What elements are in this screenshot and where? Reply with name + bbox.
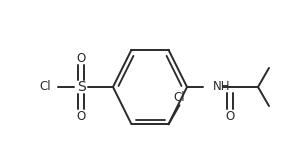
Text: S: S (77, 80, 85, 94)
Text: NH: NH (213, 80, 230, 93)
Text: Cl: Cl (40, 80, 51, 93)
Text: Cl: Cl (174, 91, 185, 104)
Text: O: O (225, 109, 235, 122)
Text: O: O (76, 51, 86, 64)
Text: O: O (76, 109, 86, 122)
